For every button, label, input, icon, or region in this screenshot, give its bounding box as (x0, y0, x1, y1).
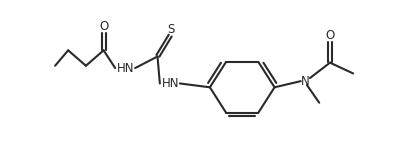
Text: O: O (99, 20, 108, 33)
Text: O: O (324, 29, 334, 42)
Text: S: S (166, 23, 174, 36)
Text: N: N (300, 75, 309, 88)
Text: HN: HN (117, 61, 134, 75)
Text: HN: HN (162, 77, 179, 90)
